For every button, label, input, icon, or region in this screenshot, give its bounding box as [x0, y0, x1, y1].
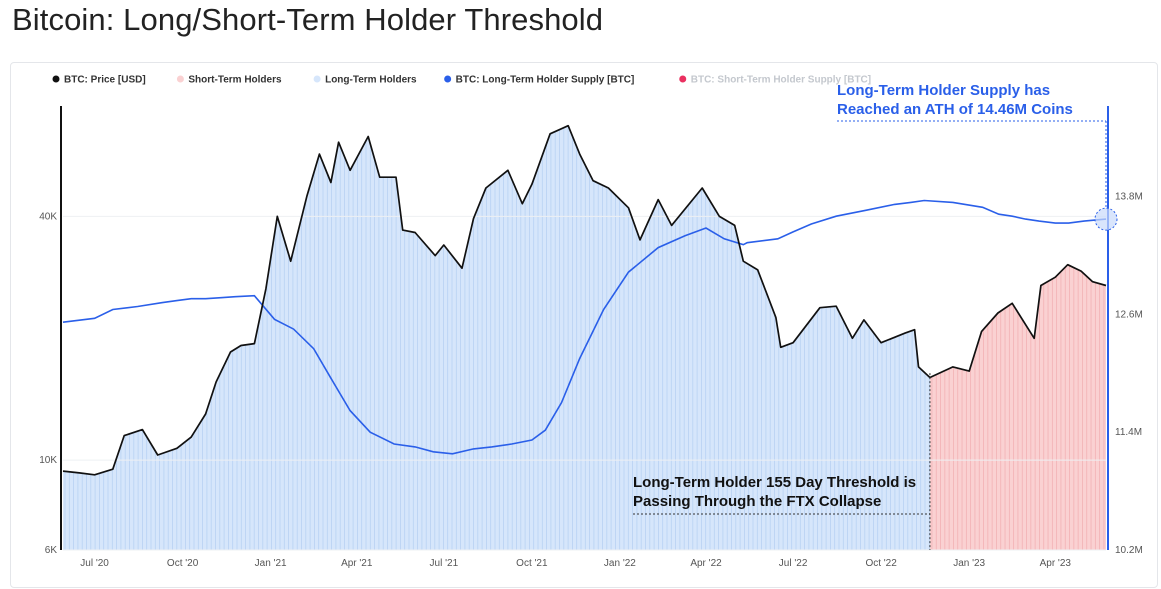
- x-tick-label: Apr '21: [341, 558, 373, 569]
- y-right-tick-label: 11.4M: [1115, 427, 1142, 438]
- x-tick-label: Jan '23: [953, 558, 985, 569]
- x-tick-label: Oct '21: [516, 558, 548, 569]
- y-right-tick-label: 13.8M: [1115, 192, 1143, 203]
- legend-swatch: [313, 75, 321, 83]
- page-title: Bitcoin: Long/Short-Term Holder Threshol…: [12, 2, 604, 37]
- chart-legend: BTC: Price [USD] Short-Term Holders Long-T…: [52, 75, 871, 86]
- x-tick-label: Jan '21: [255, 558, 287, 569]
- chart-svg: BTC: Price [USD] Short-Term Holders Long-T…: [39, 75, 1143, 570]
- x-tick-label: Jul '21: [430, 558, 459, 569]
- y-right-tick-label: 12.6M: [1115, 309, 1143, 320]
- y-right-tick-label: 10.2M: [1115, 545, 1143, 556]
- chart-card: BTC: Price [USD] Short-Term Holders Long-T…: [10, 62, 1158, 588]
- ath-annotation-line1: Long-Term Holder Supply has: [837, 82, 1050, 99]
- y-left-tick-label: 10K: [39, 455, 57, 466]
- y-left-tick-label: 40K: [39, 211, 57, 222]
- threshold-annotation-line2: Passing Through the FTX Collapse: [633, 493, 881, 510]
- y-left-tick-label: 6K: [45, 545, 58, 556]
- x-tick-label: Oct '22: [865, 558, 897, 569]
- ath-highlight-circle: [1094, 207, 1118, 231]
- chart-annotations: Long-Term Holder Supply has Reached an AT…: [633, 82, 1118, 550]
- legend-label: BTC: Long-Term Holder Supply [BTC]: [456, 75, 635, 86]
- legend-swatch: [679, 75, 687, 83]
- x-tick-label: Jul '20: [80, 558, 109, 569]
- x-tick-label: Oct '20: [167, 558, 199, 569]
- legend-item-3: BTC: Long-Term Holder Supply [BTC]: [444, 75, 634, 86]
- legend-item-2: Long-Term Holders: [313, 75, 417, 86]
- ath-annotation-line2: Reached an ATH of 14.46M Coins: [837, 101, 1073, 118]
- x-tick-label: Jul '22: [779, 558, 808, 569]
- legend-item-1: Short-Term Holders: [176, 75, 282, 86]
- legend-label: BTC: Short-Term Holder Supply [BTC]: [691, 75, 871, 86]
- legend-label: BTC: Price [USD]: [64, 75, 146, 86]
- legend-label: Long-Term Holders: [325, 75, 417, 86]
- legend-label: Short-Term Holders: [188, 75, 282, 86]
- legend-item-0: BTC: Price [USD]: [52, 75, 146, 86]
- area-mask: [63, 118, 1106, 475]
- lth-supply-line: [62, 199, 1107, 455]
- x-tick-label: Apr '22: [690, 558, 722, 569]
- holder-shading: [63, 118, 1106, 550]
- x-tick-label: Apr '23: [1040, 558, 1072, 569]
- legend-swatch: [176, 75, 184, 83]
- legend-swatch: [52, 75, 60, 83]
- chart-axes: 6K 10K 40K 10.2M 11.4M 12.6M 13.8M Jul '20 Oct '…: [39, 106, 1143, 569]
- threshold-annotation-line1: Long-Term Holder 155 Day Threshold is: [633, 474, 916, 491]
- legend-item-4: BTC: Short-Term Holder Supply [BTC]: [679, 75, 871, 86]
- x-tick-label: Jan '22: [604, 558, 636, 569]
- legend-swatch: [444, 75, 452, 83]
